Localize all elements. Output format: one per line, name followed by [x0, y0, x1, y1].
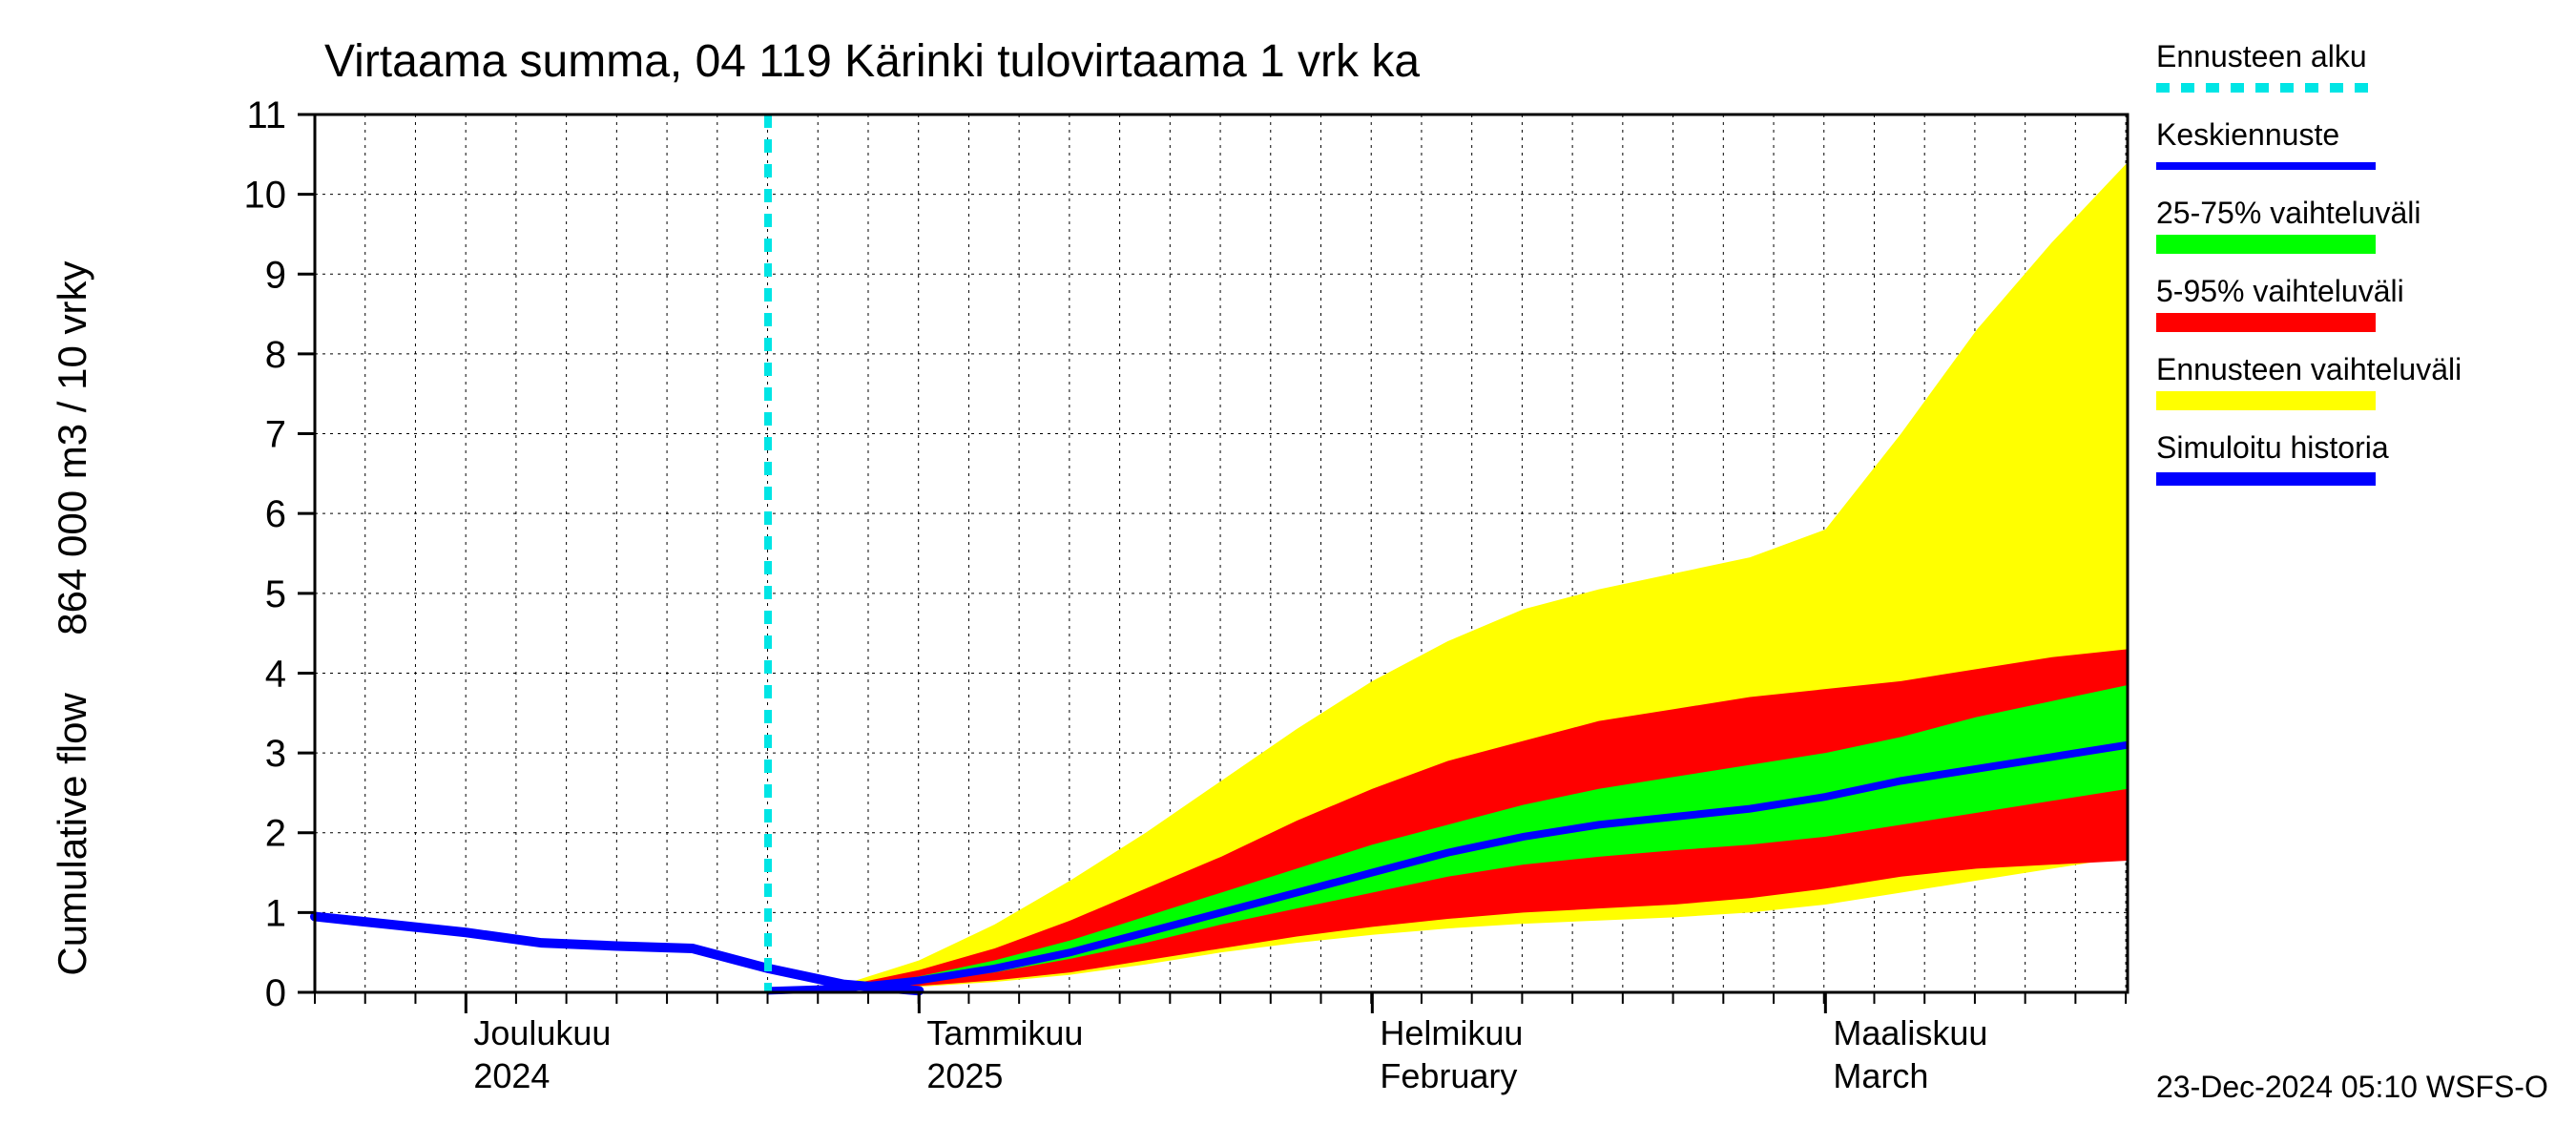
y-tick-label: 8 — [265, 334, 286, 376]
y-tick-label: 3 — [265, 733, 286, 775]
legend-label: Keskiennuste — [2156, 117, 2339, 152]
y-tick-label: 5 — [265, 573, 286, 615]
legend-label: Ennusteen alku — [2156, 39, 2367, 73]
y-tick-label: 4 — [265, 653, 286, 695]
y-tick-label: 2 — [265, 813, 286, 855]
x-tick-label-top: Joulukuu — [473, 1013, 611, 1052]
x-tick-label-bot: 2024 — [473, 1056, 550, 1095]
y-tick-label: 10 — [244, 175, 287, 217]
x-tick-label-bot: 2025 — [926, 1056, 1003, 1095]
y-tick-label: 7 — [265, 414, 286, 456]
legend-label: Simuloitu historia — [2156, 430, 2389, 465]
y-tick-label: 9 — [265, 254, 286, 296]
legend-swatch — [2156, 235, 2376, 254]
x-tick-label-top: Tammikuu — [926, 1013, 1083, 1052]
x-tick-label-bot: March — [1833, 1056, 1928, 1095]
y-tick-label: 6 — [265, 493, 286, 535]
y-tick-label: 1 — [265, 892, 286, 934]
legend-swatch — [2156, 313, 2376, 332]
chart-bg — [0, 0, 2576, 1145]
y-axis-title-2: 864 000 m3 / 10 vrky — [50, 260, 94, 635]
y-tick-label: 0 — [265, 972, 286, 1014]
legend-label: 25-75% vaihteluväli — [2156, 196, 2421, 230]
y-tick-label: 11 — [246, 94, 286, 136]
x-tick-label-bot: February — [1380, 1056, 1517, 1095]
x-tick-label-top: Maaliskuu — [1833, 1013, 1987, 1052]
legend-label: Ennusteen vaihteluväli — [2156, 352, 2462, 386]
y-axis-title-1: Cumulative flow — [50, 693, 94, 976]
legend-swatch — [2156, 391, 2376, 410]
chart-title: Virtaama summa, 04 119 Kärinki tulovirta… — [324, 36, 1420, 87]
x-tick-label-top: Helmikuu — [1380, 1013, 1523, 1052]
legend-label: 5-95% vaihteluväli — [2156, 274, 2404, 308]
footer-timestamp: 23-Dec-2024 05:10 WSFS-O — [2156, 1070, 2548, 1104]
